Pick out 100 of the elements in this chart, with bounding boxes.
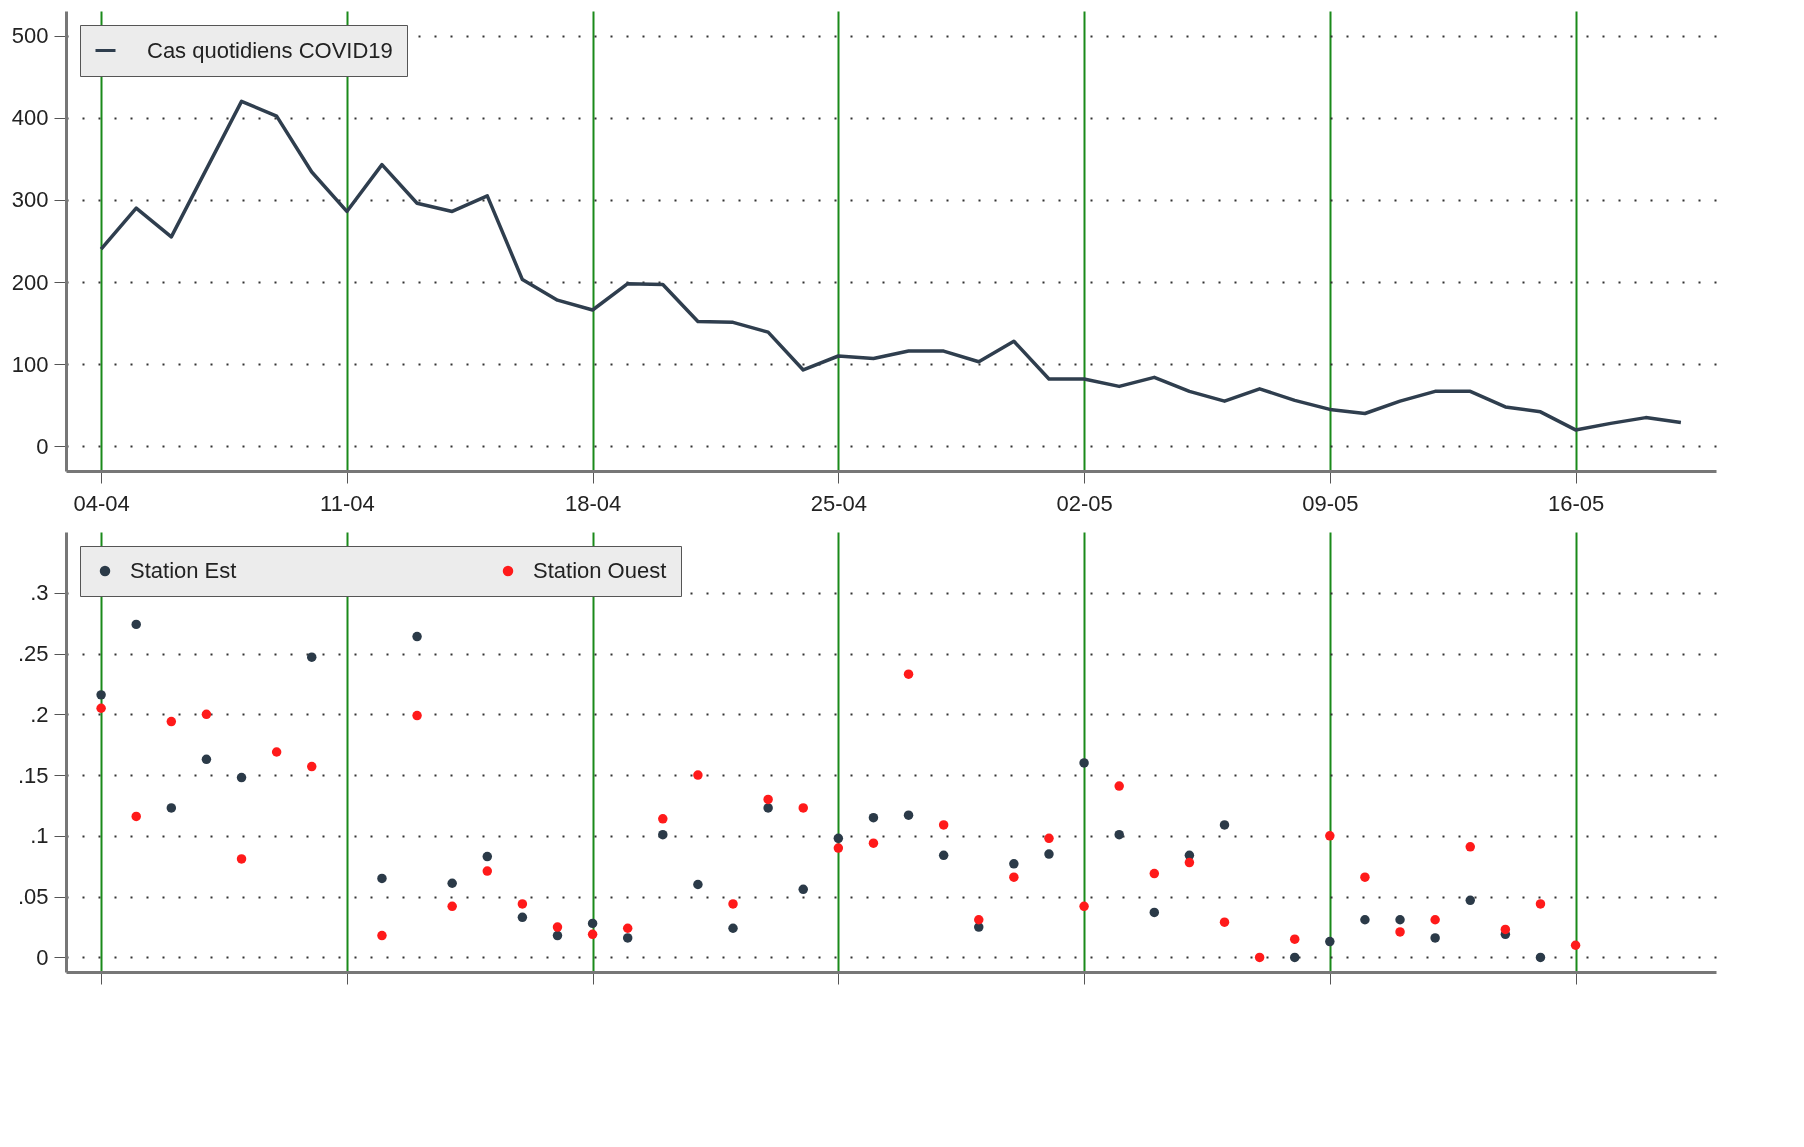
point <box>1500 924 1511 935</box>
point <box>798 884 808 895</box>
point <box>96 703 106 713</box>
y-tick-label: 500 <box>11 23 49 49</box>
x-tick-label: 18-04 <box>564 490 622 516</box>
point <box>1430 915 1440 925</box>
point <box>974 915 984 925</box>
point <box>1325 831 1335 841</box>
point <box>1360 915 1370 925</box>
legend-label: Cas quotidiens COVID19 <box>147 37 393 63</box>
y-tick-label: 300 <box>11 187 49 213</box>
point <box>166 716 177 727</box>
point <box>903 669 914 679</box>
point <box>868 838 879 848</box>
point <box>236 772 247 783</box>
point <box>412 631 422 642</box>
line-series <box>99 99 1683 432</box>
point <box>1360 872 1370 882</box>
point <box>201 754 212 765</box>
point <box>833 843 844 853</box>
legend-label: Station Ouest <box>533 558 667 583</box>
y-tick-label: .15 <box>17 762 49 788</box>
point <box>1465 895 1475 906</box>
point <box>447 878 457 888</box>
point <box>517 912 528 923</box>
y-tick-label: 400 <box>11 105 49 131</box>
point <box>1219 917 1230 927</box>
point <box>1044 849 1054 859</box>
point <box>1149 868 1160 879</box>
point <box>166 803 177 813</box>
point <box>1535 952 1546 963</box>
point <box>903 810 914 820</box>
y-tick-label: 100 <box>11 351 49 377</box>
point <box>622 933 633 943</box>
x-tick-label: 04-04 <box>73 490 130 516</box>
point <box>587 929 598 940</box>
point <box>377 873 387 884</box>
point <box>622 923 633 933</box>
point <box>658 829 668 840</box>
point <box>763 803 773 813</box>
y-tick-label: .05 <box>17 884 49 910</box>
point <box>1395 915 1405 925</box>
point <box>938 820 949 830</box>
y-tick-label: .2 <box>30 701 49 727</box>
point <box>96 690 106 700</box>
point <box>1114 829 1124 840</box>
x-tick-label: 25-04 <box>810 490 867 516</box>
point <box>1009 859 1019 869</box>
point <box>1219 820 1230 830</box>
point <box>1184 857 1195 868</box>
point <box>201 709 212 720</box>
x-tick-label: 11-04 <box>320 490 375 516</box>
point <box>1254 952 1265 963</box>
point <box>1430 933 1440 943</box>
point <box>552 922 563 932</box>
point <box>763 794 773 805</box>
point <box>1079 901 1089 912</box>
point <box>1395 927 1405 937</box>
point <box>1289 934 1300 944</box>
point <box>412 710 422 721</box>
point <box>236 854 247 864</box>
legend-label: Station Est <box>130 558 237 583</box>
point <box>728 923 738 933</box>
point <box>693 879 703 890</box>
point <box>658 814 668 824</box>
point <box>517 899 528 909</box>
y-tick-label: .25 <box>17 641 49 667</box>
point <box>447 901 457 912</box>
point <box>868 812 879 823</box>
y-tick-label: 200 <box>11 269 49 295</box>
point <box>271 747 282 757</box>
x-tick-label: 16-05 <box>1547 490 1605 516</box>
point <box>1570 940 1581 950</box>
point <box>1465 842 1475 852</box>
point <box>1079 758 1089 768</box>
point <box>307 761 317 772</box>
point <box>307 652 317 662</box>
point <box>1044 833 1054 844</box>
point <box>552 930 563 941</box>
point <box>377 930 387 941</box>
y-tick-label: .3 <box>30 580 49 606</box>
point <box>1325 936 1335 947</box>
point <box>1009 872 1019 882</box>
point <box>938 850 949 861</box>
point <box>131 619 141 630</box>
x-tick-label: 02-05 <box>1056 490 1113 516</box>
point <box>728 899 738 909</box>
point <box>693 770 703 780</box>
point <box>482 851 493 862</box>
point <box>131 811 141 822</box>
point <box>587 918 598 929</box>
point <box>1114 781 1124 791</box>
y-tick-label: 0 <box>36 944 49 970</box>
point <box>1535 899 1546 909</box>
point <box>1149 907 1160 918</box>
x-tick-label: 09-05 <box>1302 490 1359 516</box>
y-tick-label: .1 <box>30 823 49 849</box>
point <box>798 803 808 813</box>
point <box>833 833 844 844</box>
point <box>482 866 493 876</box>
